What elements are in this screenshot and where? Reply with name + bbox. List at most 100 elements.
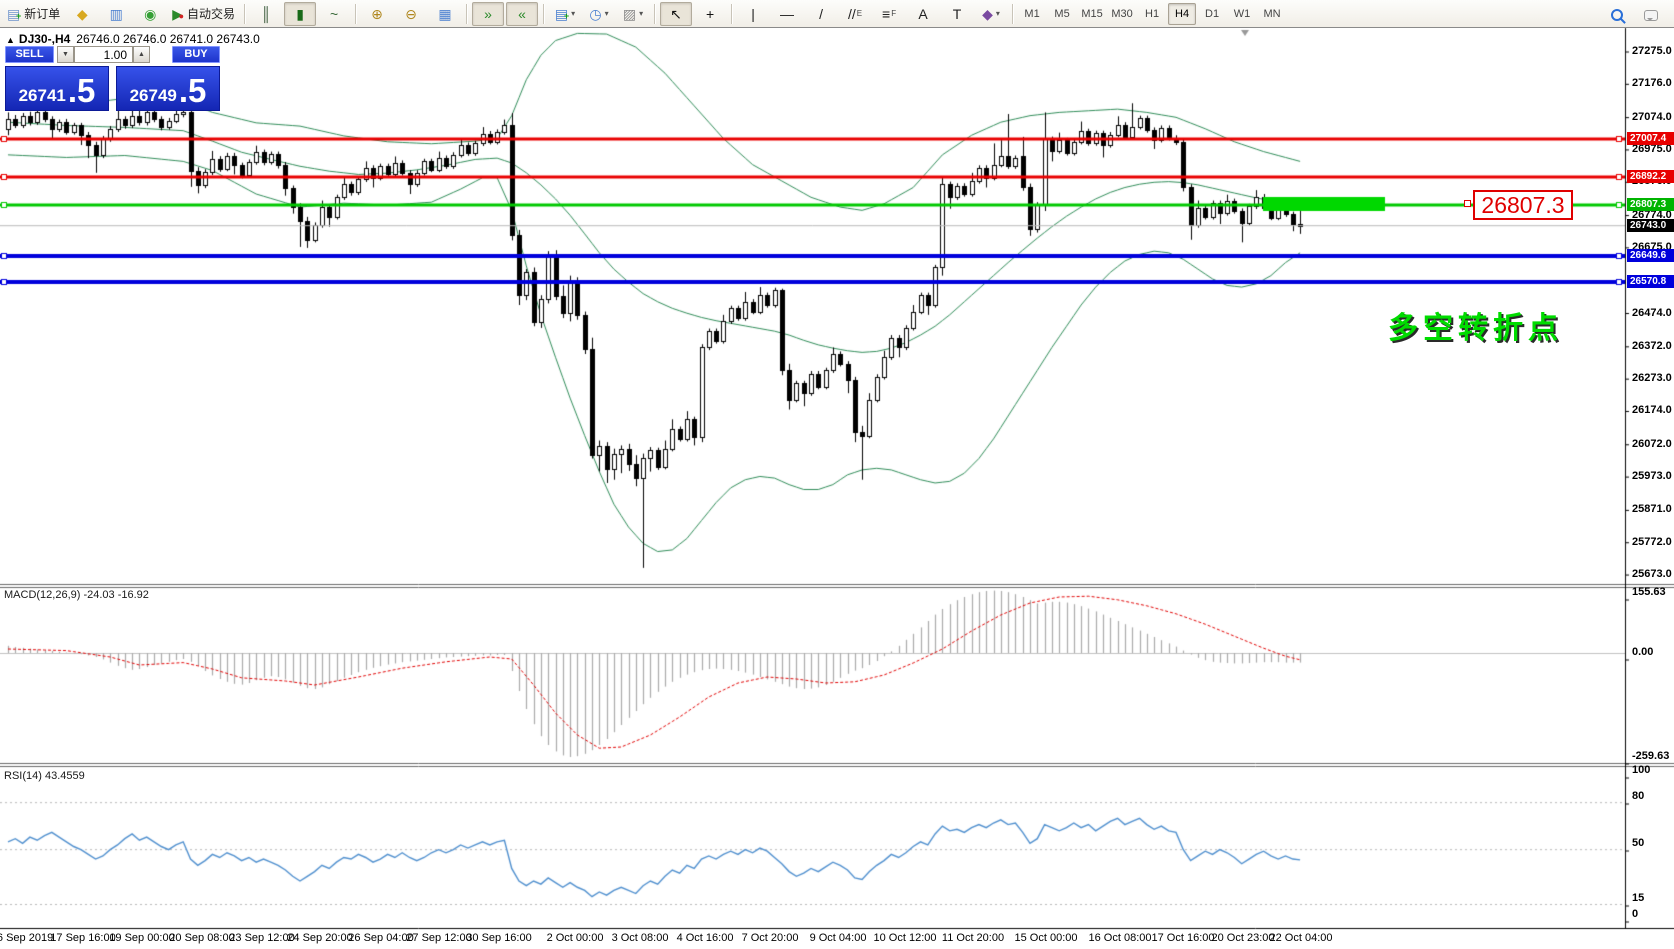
date-tick: 20 Oct 23:00 — [1211, 932, 1275, 944]
date-tick: 17 Oct 16:00 — [1151, 932, 1215, 944]
horizontal-line-button[interactable]: — — [771, 2, 803, 26]
timeframe-mn-button[interactable]: MN — [1263, 7, 1281, 20]
toolbar-separator — [1012, 3, 1014, 24]
date-tick: 30 Sep 16:00 — [466, 932, 532, 944]
crosshair-button[interactable]: + — [694, 2, 726, 26]
overlay-icon: + — [563, 10, 570, 21]
zoom-out-icon: ⊖ — [405, 5, 417, 22]
indicators-button[interactable]: ▤ + ▾ — [549, 2, 581, 26]
price-tick: 26774.0 — [1632, 208, 1672, 221]
sell-button[interactable]: SELL — [5, 46, 54, 63]
date-tick: 27 Sep 12:00 — [406, 932, 472, 944]
text-label-icon: T — [952, 5, 962, 22]
text-button[interactable]: A — [907, 2, 939, 26]
date-tick: 3 Oct 08:00 — [611, 932, 669, 944]
data-window-button[interactable]: ◆ — [66, 2, 98, 26]
chart-shift-button[interactable]: « — [506, 1, 539, 26]
arrows-icon: ◆ — [982, 5, 993, 22]
autotrading-icon: ▶ ● — [172, 5, 185, 22]
price-callout-label[interactable]: 26807.3 — [1473, 190, 1573, 220]
dropdown-arrow-icon[interactable]: ▾ — [571, 9, 576, 18]
symbol-period: DJ30-,H4 — [18, 32, 71, 46]
price-tag: 26743.0 — [1627, 218, 1674, 232]
bar-chart-button[interactable]: ║ — [250, 2, 282, 26]
dropdown-arrow-icon[interactable]: ▾ — [604, 9, 609, 18]
tile-windows-button[interactable]: ▦ — [429, 2, 461, 26]
vertical-line-button[interactable]: | — [737, 2, 769, 26]
indicator-tick: 155.63 — [1632, 586, 1666, 598]
volume-increase-button[interactable]: ▲ — [133, 46, 150, 63]
chat-button[interactable] — [1635, 3, 1667, 27]
trendline-button[interactable]: / — [805, 2, 837, 26]
timeframe-h4-button[interactable]: H4 — [1168, 2, 1197, 25]
timeframe-m5-button[interactable]: M5 — [1054, 7, 1070, 20]
autotrading-button[interactable]: ▶ ● 自动交易 — [168, 2, 239, 26]
volume-input[interactable] — [74, 46, 133, 63]
toolbar: ▤ + 新订单 ◆ ▥ ◉ ▶ ● 自动交易 ║ ▮ ~ ⊕ ⊖ ▦» «▤ + ▾ ◷ ▾ ▨ ▾ ↖ + | — ///E ≡ F A… — [0, 0, 1674, 28]
one-click-trading-panel: SELL ▼ ▲ BUY 26741 .5 26749 .5 — [5, 46, 220, 111]
zoom-in-button[interactable]: ⊕ — [361, 2, 393, 26]
market-watch-button[interactable]: ▥ — [100, 2, 132, 26]
date-tick: 10 Oct 12:00 — [873, 932, 937, 944]
search-button[interactable] — [1601, 3, 1633, 27]
cursor-button[interactable]: ↖ — [660, 1, 693, 26]
indicator-tick: 0 — [1632, 908, 1639, 920]
date-tick: 19 Sep 00:00 — [109, 932, 175, 944]
candlestick-chart-button[interactable]: ▮ — [284, 1, 317, 26]
price-tick: 25673.0 — [1632, 568, 1672, 581]
volume-decrease-button[interactable]: ▼ — [57, 46, 74, 63]
timeframe-m1-button[interactable]: M1 — [1024, 7, 1040, 20]
timeframe-w1-button[interactable]: W1 — [1233, 7, 1251, 20]
zoom-out-button[interactable]: ⊖ — [395, 2, 427, 26]
fibonacci-button[interactable]: ≡ F — [873, 2, 905, 26]
price-tick: 26975.0 — [1632, 142, 1672, 155]
auto-scroll-button[interactable]: » — [472, 1, 505, 26]
search-icon — [1611, 9, 1623, 21]
timeframe-d1-button[interactable]: D1 — [1205, 7, 1220, 20]
toolbar-separator — [731, 3, 733, 24]
timeframe-m30-button[interactable]: M30 — [1111, 7, 1133, 20]
sell-price-fraction: .5 — [67, 72, 96, 109]
date-tick: 15 Oct 00:00 — [1014, 932, 1078, 944]
zoom-in-icon: ⊕ — [371, 5, 383, 22]
indicator-tick: 15 — [1632, 892, 1645, 904]
dropdown-arrow-icon[interactable]: ▾ — [639, 9, 644, 18]
buy-button[interactable]: BUY — [172, 46, 220, 63]
arrows-button[interactable]: ◆ ▾ — [975, 2, 1007, 26]
templates-button[interactable]: ▨ ▾ — [617, 2, 649, 26]
toolbar-separator — [654, 3, 656, 24]
date-tick: 24 Sep 20:00 — [287, 932, 353, 944]
text-icon: A — [918, 5, 928, 22]
text-label-button[interactable]: T — [941, 2, 973, 26]
line-chart-button[interactable]: ~ — [318, 2, 350, 26]
ohlc-values: 26746.0 26746.0 26741.0 26743.0 — [76, 32, 260, 46]
timeframe-m15-button[interactable]: M15 — [1081, 7, 1103, 20]
sell-price-box[interactable]: 26741 .5 — [5, 66, 109, 111]
fibonacci-icon: ≡ — [882, 5, 891, 22]
chart-title: ▲ DJ30-,H4 26746.0 26746.0 26741.0 26743.0 — [6, 32, 260, 46]
collapse-panel-icon[interactable]: ▲ — [6, 35, 15, 45]
overlay-icon: + — [15, 10, 22, 21]
sell-price-main: 26741 — [18, 86, 66, 105]
date-tick: 11 Oct 20:00 — [941, 932, 1005, 944]
crosshair-icon: + — [705, 5, 715, 22]
market-watch-icon: ▥ — [109, 5, 123, 22]
price-tick: 26474.0 — [1632, 306, 1672, 319]
cursor-icon: ↖ — [670, 5, 682, 22]
buy-price-box[interactable]: 26749 .5 — [116, 66, 220, 111]
equidistant-channel-button[interactable]: //E — [839, 2, 871, 26]
price-tick: 25772.0 — [1632, 535, 1672, 548]
dropdown-arrow-icon[interactable]: ▾ — [995, 9, 1000, 18]
toolbar-separator — [244, 3, 246, 24]
rsi-label: RSI(14) 43.4559 — [4, 770, 85, 782]
signals-button[interactable]: ◉ — [134, 2, 166, 26]
periods-button[interactable]: ◷ ▾ — [583, 2, 615, 26]
callout-anchor-marker[interactable] — [1464, 200, 1471, 207]
price-tag: 26570.8 — [1627, 274, 1674, 288]
timeframe-h1-button[interactable]: H1 — [1145, 7, 1160, 20]
price-tag: 26892.2 — [1627, 169, 1674, 183]
turning-point-annotation[interactable]: 多空转折点 — [1388, 312, 1563, 345]
new-order-button[interactable]: ▤ + 新订单 — [3, 2, 64, 26]
